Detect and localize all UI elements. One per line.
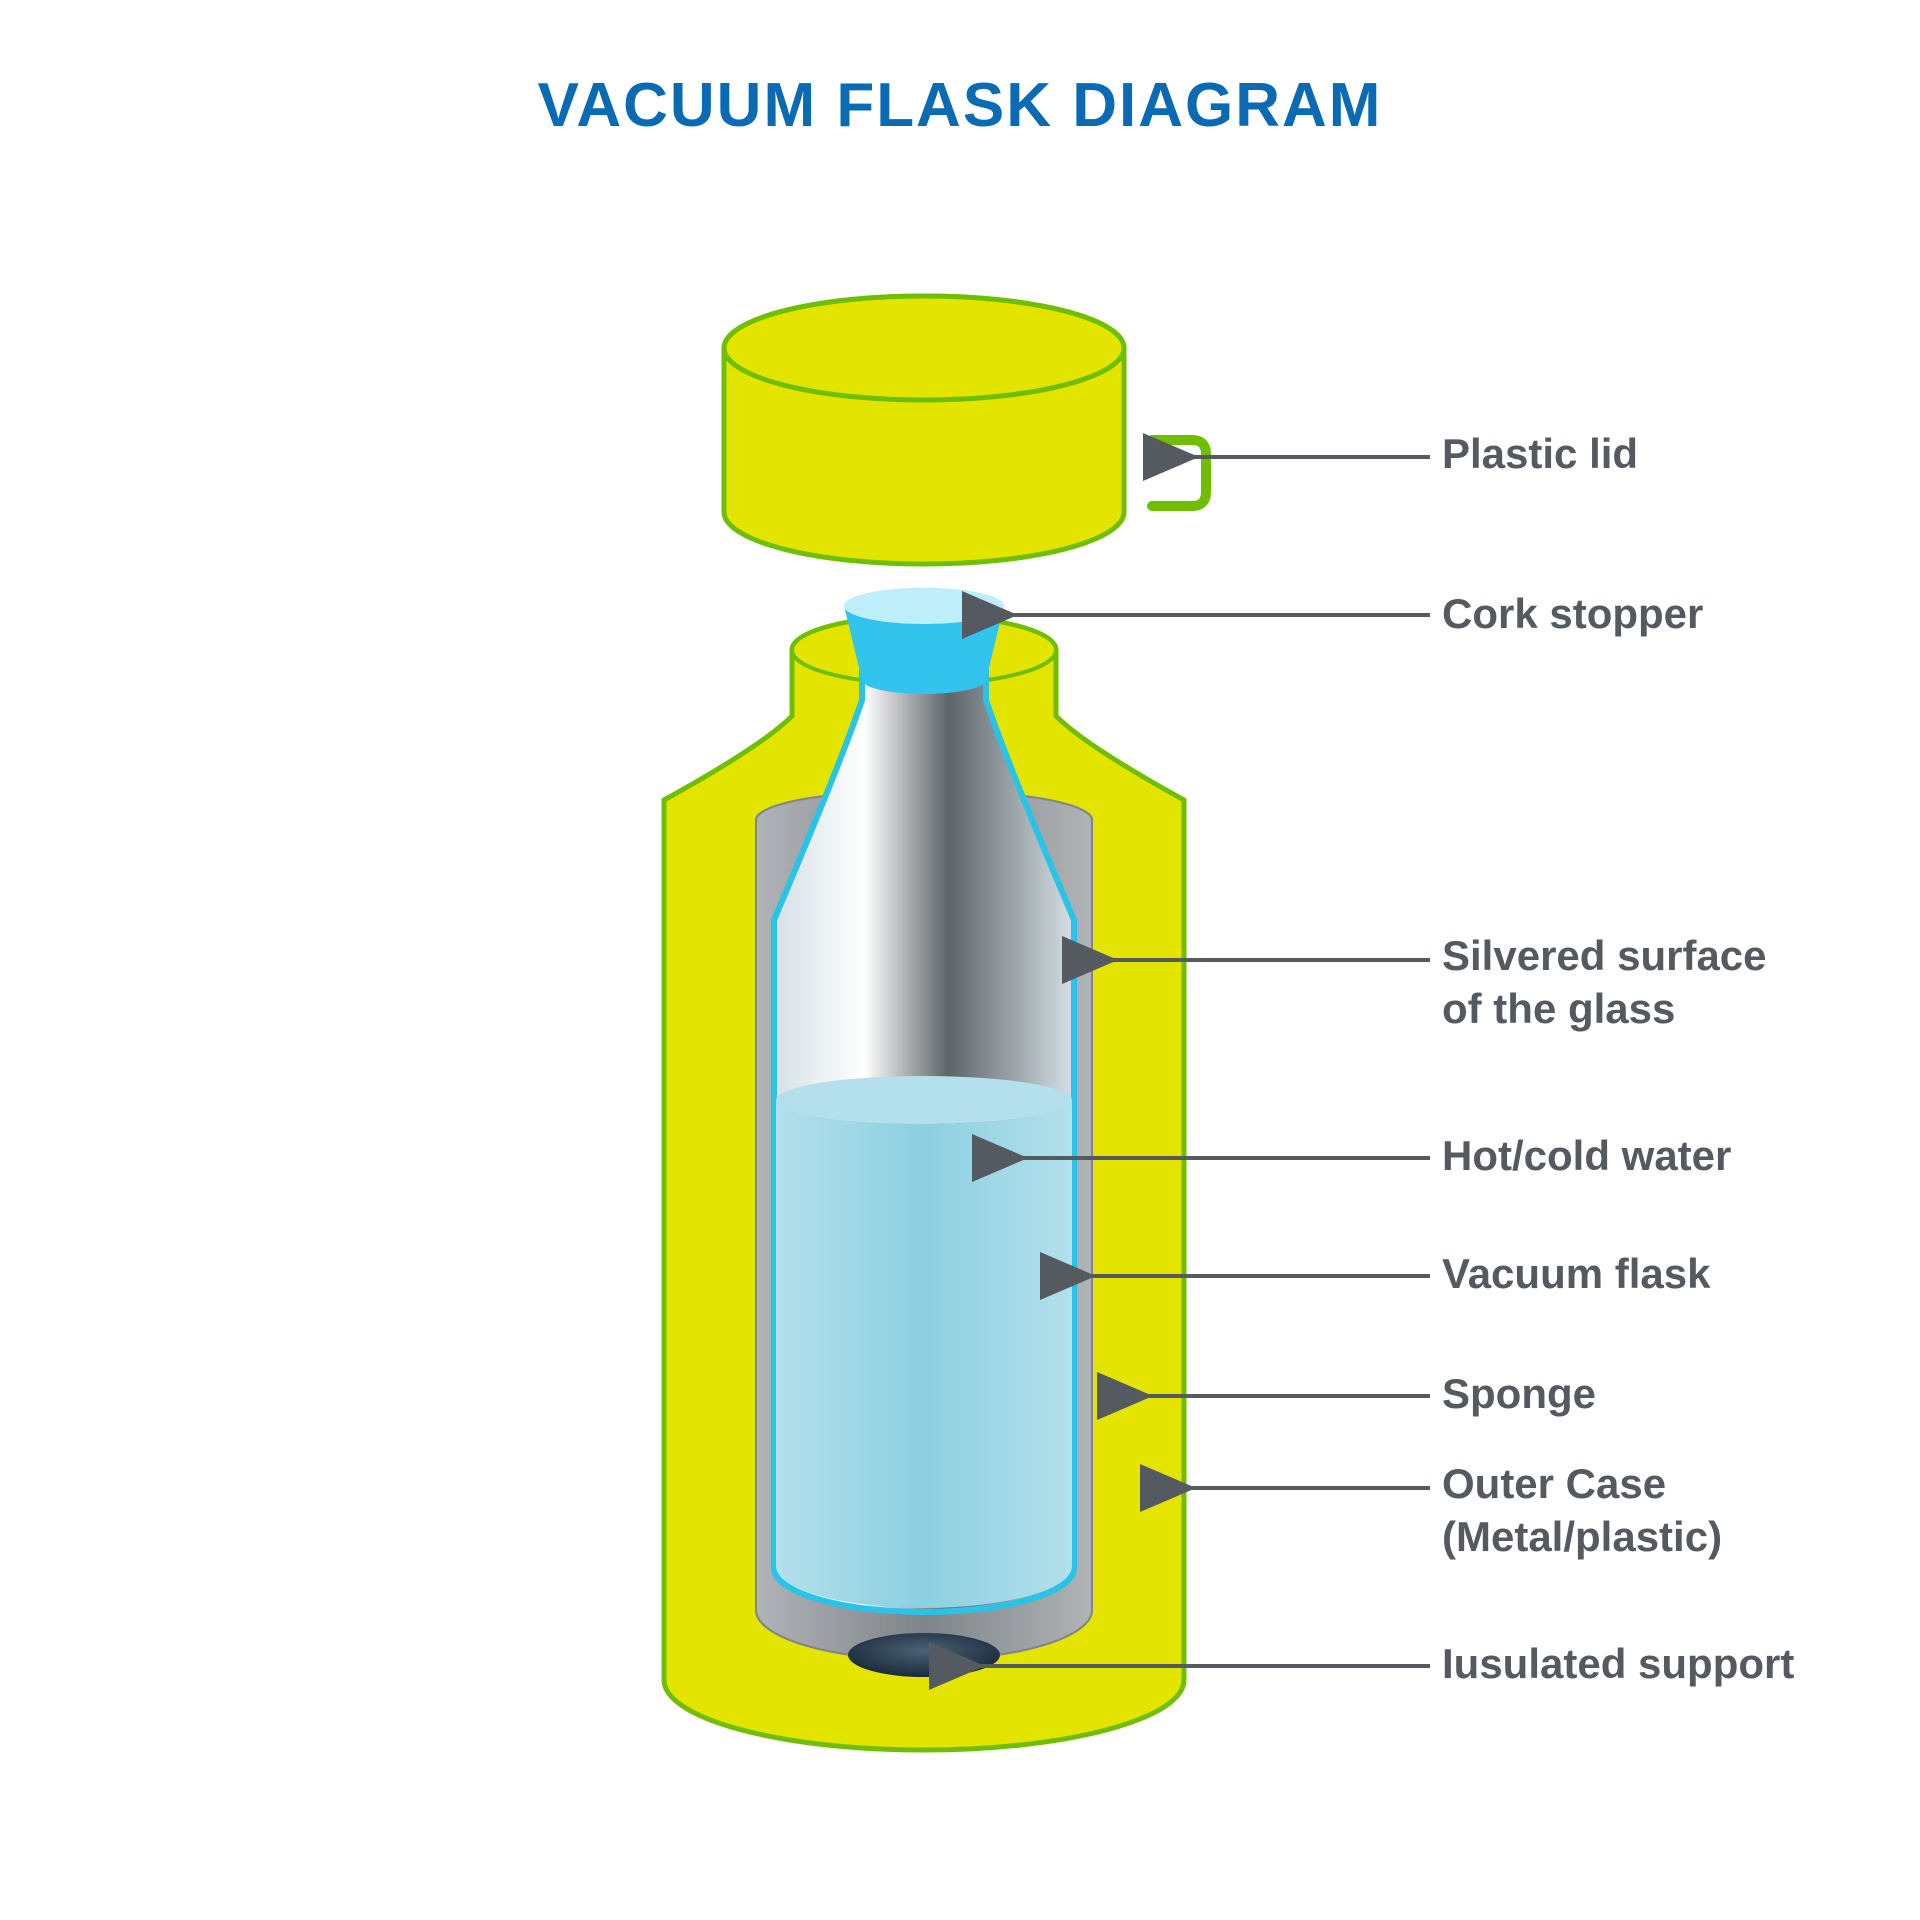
label-vacuum-flask: Vacuum flask: [1442, 1248, 1710, 1301]
cork-top: [844, 588, 1004, 624]
support-shape: [848, 1633, 1000, 1677]
diagram-container: VACUUM FLASK DIAGRAM: [0, 0, 1920, 1920]
label-insulated-support: Iusulated support: [1442, 1638, 1794, 1691]
water-shape: [776, 1100, 1072, 1608]
shapes-group: [664, 296, 1206, 1750]
water-surface: [776, 1076, 1072, 1124]
label-outer-case: Outer Case (Metal/plastic): [1442, 1458, 1722, 1563]
label-plastic-lid: Plastic lid: [1442, 428, 1638, 481]
label-cork-stopper: Cork stopper: [1442, 588, 1703, 641]
lid-top: [724, 296, 1124, 400]
lid-handle: [1152, 440, 1206, 506]
label-silvered-surface: Silvered surface of the glass: [1442, 930, 1767, 1035]
label-sponge: Sponge: [1442, 1368, 1596, 1421]
label-hot-cold-water: Hot/cold water: [1442, 1130, 1731, 1183]
